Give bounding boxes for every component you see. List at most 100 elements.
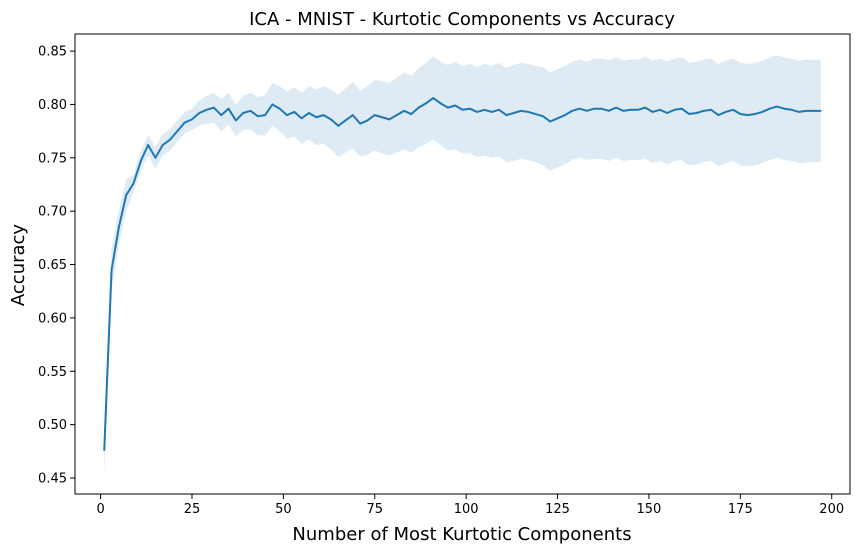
y-tick-label: 0.60 — [38, 311, 67, 326]
data-point — [213, 106, 215, 109]
data-point — [776, 105, 778, 108]
data-point — [330, 118, 332, 121]
y-tick-label: 0.70 — [38, 205, 67, 220]
data-point — [337, 124, 340, 127]
y-tick-label: 0.75 — [38, 151, 67, 166]
x-tick-label: 25 — [184, 502, 201, 517]
data-point — [410, 113, 413, 115]
data-point — [140, 160, 142, 162]
data-point — [242, 112, 244, 114]
data-point — [593, 107, 595, 110]
y-axis-title: Accuracy — [8, 224, 29, 307]
y-tick-label: 0.50 — [38, 418, 67, 433]
data-point — [732, 108, 734, 111]
data-point — [483, 108, 486, 111]
data-point — [739, 113, 742, 115]
data-point — [249, 110, 252, 112]
y-tick-label: 0.85 — [38, 45, 67, 60]
data-point — [819, 110, 822, 112]
y-tick-label: 0.80 — [38, 98, 67, 113]
data-point — [476, 111, 478, 113]
data-point — [461, 108, 464, 111]
data-point — [754, 113, 756, 115]
data-point — [381, 116, 383, 119]
data-point — [768, 107, 771, 110]
data-point — [118, 226, 120, 228]
data-point — [125, 194, 127, 196]
data-point — [198, 112, 201, 114]
data-point — [469, 107, 471, 110]
data-point — [454, 104, 456, 107]
data-point — [585, 110, 588, 112]
data-point — [176, 130, 179, 132]
data-point — [812, 110, 815, 112]
data-point — [286, 114, 288, 116]
data-point — [264, 114, 266, 116]
data-point — [366, 119, 369, 122]
data-point — [220, 114, 223, 116]
data-point — [256, 115, 259, 117]
data-point — [505, 114, 508, 116]
data-point — [271, 103, 274, 106]
data-point — [681, 107, 683, 110]
data-point — [132, 182, 135, 185]
x-tick-label: 200 — [819, 502, 844, 517]
data-point — [512, 112, 515, 114]
data-point — [439, 102, 442, 105]
x-axis-title: Number of Most Kurtotic Components — [292, 524, 631, 545]
data-point — [147, 144, 149, 146]
axes: 0 25 50 75 100 125 150 175 200 0.45 0.50 0.55 0.60 0.… — [38, 33, 851, 517]
data-point — [534, 113, 537, 115]
data-point — [717, 114, 720, 116]
chart-title: ICA - MNIST - Kurtotic Components vs Acc… — [249, 9, 675, 30]
data-point — [710, 108, 712, 111]
data-point — [498, 108, 500, 111]
data-point — [542, 115, 544, 117]
confidence-band — [104, 55, 821, 475]
data-point — [790, 108, 793, 111]
x-tick-label: 75 — [366, 502, 383, 517]
data-point — [447, 106, 449, 109]
data-point — [644, 106, 647, 109]
data-point — [322, 114, 325, 116]
data-point — [688, 113, 690, 115]
data-point — [702, 110, 705, 112]
data-point — [673, 108, 676, 111]
data-point — [527, 111, 530, 113]
axes-frame — [74, 33, 851, 495]
data-point — [425, 102, 427, 105]
data-point — [235, 119, 237, 122]
data-point — [110, 269, 113, 271]
data-point — [520, 110, 522, 112]
data-point — [746, 114, 749, 116]
data-point — [373, 114, 376, 116]
data-point — [403, 110, 405, 112]
data-point — [154, 157, 157, 159]
data-point — [432, 97, 435, 99]
data-point — [724, 111, 727, 113]
data-point — [300, 117, 303, 120]
data-point — [666, 112, 669, 114]
data-point — [798, 111, 800, 113]
data-point — [417, 106, 420, 109]
x-tick-label: 150 — [637, 502, 662, 517]
x-tick-label: 100 — [454, 502, 479, 517]
data-point — [783, 107, 785, 110]
data-point — [352, 114, 354, 116]
data-point — [615, 106, 617, 109]
data-point — [564, 114, 566, 116]
data-point — [571, 110, 573, 112]
data-point — [103, 449, 106, 452]
data-point — [651, 111, 654, 113]
x-tick-label: 0 — [96, 502, 104, 517]
plot-area — [103, 55, 822, 475]
data-point — [629, 108, 632, 111]
data-point — [607, 110, 610, 112]
data-point — [344, 119, 347, 122]
data-point — [805, 110, 807, 112]
data-point — [659, 108, 661, 111]
y-tick-label: 0.55 — [38, 365, 67, 380]
data-point — [388, 118, 391, 121]
